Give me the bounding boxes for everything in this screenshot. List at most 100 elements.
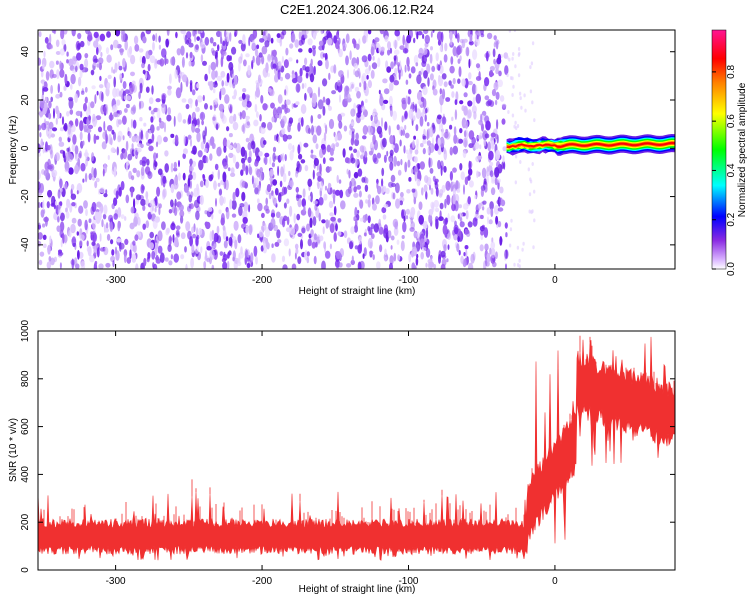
noise-blob (39, 132, 42, 138)
noise-blob (355, 132, 359, 141)
noise-blob (87, 132, 91, 143)
noise-blob (396, 239, 400, 245)
noise-blob (434, 207, 440, 213)
noise-blob (191, 244, 195, 254)
noise-blob (134, 44, 140, 52)
noise-blob (231, 213, 237, 218)
noise-blob (492, 48, 496, 58)
noise-blob (130, 187, 134, 198)
noise-blob (283, 172, 287, 183)
noise-blob (195, 30, 198, 35)
noise-blob (262, 31, 266, 36)
noise-blob (369, 250, 374, 255)
noise-blob (427, 261, 434, 269)
noise-blob (443, 244, 447, 252)
noise-speckle (509, 227, 513, 232)
noise-blob (122, 135, 125, 141)
noise-blob (241, 180, 247, 188)
noise-blob (124, 108, 128, 113)
noise-blob (238, 56, 243, 64)
noise-blob (468, 180, 474, 188)
noise-blob (439, 202, 444, 210)
noise-blob (451, 91, 455, 98)
colorbar: 0.00.20.40.60.8 Normalized spectral ampl… (711, 29, 748, 276)
noise-blob (209, 249, 215, 260)
noise-blob (85, 128, 92, 133)
noise-blob (490, 247, 496, 259)
noise-blob (148, 129, 152, 135)
noise-speckle (531, 162, 534, 166)
noise-blob (438, 254, 441, 264)
noise-blob (491, 237, 494, 243)
noise-blob (488, 150, 494, 161)
noise-blob (238, 205, 243, 217)
noise-blob (197, 95, 203, 103)
noise-blob (229, 55, 232, 61)
noise-blob (56, 69, 60, 80)
noise-blob (270, 37, 274, 44)
noise-blob (151, 85, 154, 95)
noise-blob (118, 65, 123, 71)
noise-blob (95, 115, 102, 121)
noise-blob (453, 224, 459, 234)
noise-blob (225, 209, 230, 220)
noise-blob (206, 257, 210, 263)
noise-blob (428, 143, 435, 154)
noise-blob (359, 217, 364, 222)
noise-blob (142, 205, 146, 211)
noise-blob (86, 240, 89, 247)
noise-blob (241, 99, 247, 108)
noise-blob (233, 142, 238, 149)
spectrogram-x-tick-label: -300 (106, 275, 126, 286)
noise-blob (376, 261, 381, 269)
noise-blob (55, 60, 59, 65)
noise-blob (294, 243, 299, 250)
noise-blob (400, 158, 403, 166)
noise-blob (313, 200, 318, 205)
noise-blob (495, 149, 501, 161)
noise-blob (182, 172, 186, 181)
noise-blob (353, 216, 357, 222)
spectrogram-y-tick-label: 40 (20, 46, 31, 58)
noise-blob (491, 179, 495, 184)
noise-blob (417, 163, 421, 170)
noise-blob (220, 87, 226, 96)
noise-blob (440, 250, 446, 258)
noise-blob (93, 58, 99, 63)
noise-blob (363, 232, 367, 237)
noise-blob (423, 184, 428, 193)
noise-blob (174, 198, 177, 207)
noise-blob (288, 248, 291, 257)
noise-blob (219, 90, 222, 101)
noise-blob (468, 262, 474, 269)
noise-blob (211, 69, 216, 80)
noise-blob (193, 187, 198, 198)
noise-blob (117, 135, 122, 143)
noise-blob (245, 225, 249, 235)
noise-blob (138, 91, 141, 100)
noise-blob (232, 121, 239, 131)
noise-blob (71, 55, 77, 65)
noise-blob (367, 194, 372, 200)
noise-speckle (511, 113, 515, 118)
noise-blob (402, 48, 409, 54)
noise-blob (68, 96, 74, 102)
noise-blob (130, 118, 133, 128)
noise-blob (286, 198, 290, 204)
noise-blob (307, 86, 313, 94)
noise-blob (196, 36, 200, 41)
noise-blob (427, 258, 433, 264)
noise-blob (143, 257, 147, 267)
spectrogram-y-tick-label: -40 (20, 237, 31, 252)
noise-blob (140, 198, 146, 207)
noise-blob (296, 78, 301, 83)
noise-blob (171, 221, 175, 227)
noise-blob (142, 36, 147, 44)
noise-blob (130, 107, 136, 115)
noise-blob (343, 230, 348, 238)
noise-blob (70, 183, 75, 191)
spectrogram-x-tick-label: -200 (252, 275, 272, 286)
noise-blob (260, 245, 264, 252)
noise-blob (404, 161, 408, 173)
